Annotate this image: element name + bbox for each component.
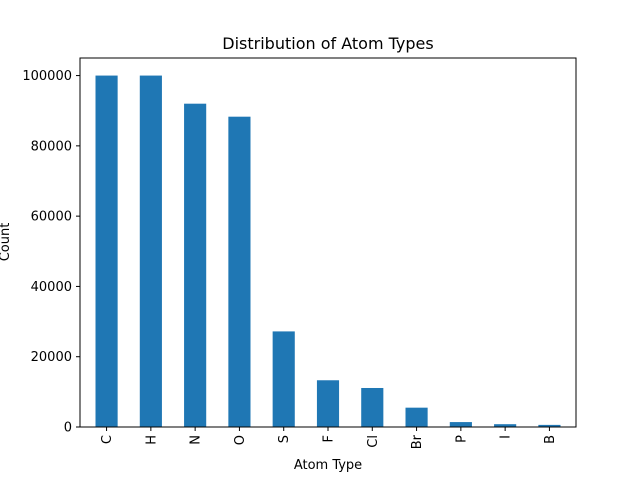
x-tick-label-o: O: [233, 435, 248, 445]
y-tick-label-100000: 100000: [22, 69, 72, 84]
bar-p: [449, 422, 472, 427]
x-tick-label-h: H: [144, 435, 159, 445]
plot-frame: [79, 57, 577, 428]
bar-o: [228, 116, 251, 427]
y-tick-label-0: 0: [64, 421, 72, 436]
x-axis-ticks: C H N O S F Cl Br P I B: [100, 427, 558, 449]
x-tick-label-b: B: [543, 435, 558, 444]
bar-s: [272, 331, 295, 427]
x-tick-label-n: N: [189, 435, 204, 445]
bar-br: [405, 407, 428, 427]
y-axis-label: Count: [0, 223, 13, 262]
y-axis-ticks: 0 20000 40000 60000 80000 100000: [22, 69, 80, 436]
x-tick-label-cl: Cl: [366, 435, 381, 448]
y-tick-label-20000: 20000: [31, 350, 72, 365]
bar-c: [95, 75, 118, 427]
x-tick-label-s: S: [277, 435, 292, 443]
x-tick-label-p: P: [454, 435, 469, 443]
bars-group: [95, 75, 561, 427]
bar-b: [538, 424, 561, 427]
bar-i: [494, 424, 517, 427]
y-tick-label-40000: 40000: [31, 280, 72, 295]
bar-cl: [361, 387, 384, 427]
bar-n: [184, 103, 207, 427]
x-tick-label-i: I: [499, 435, 514, 439]
chart-title: Distribution of Atom Types: [222, 34, 433, 53]
x-axis-label: Atom Type: [294, 458, 362, 473]
y-tick-label-80000: 80000: [31, 139, 72, 154]
x-tick-label-c: C: [100, 435, 115, 444]
bar-f: [316, 380, 340, 427]
bar-h: [139, 75, 162, 427]
y-tick-label-60000: 60000: [31, 210, 72, 225]
x-tick-label-br: Br: [410, 434, 425, 449]
x-tick-label-f: F: [322, 435, 337, 442]
